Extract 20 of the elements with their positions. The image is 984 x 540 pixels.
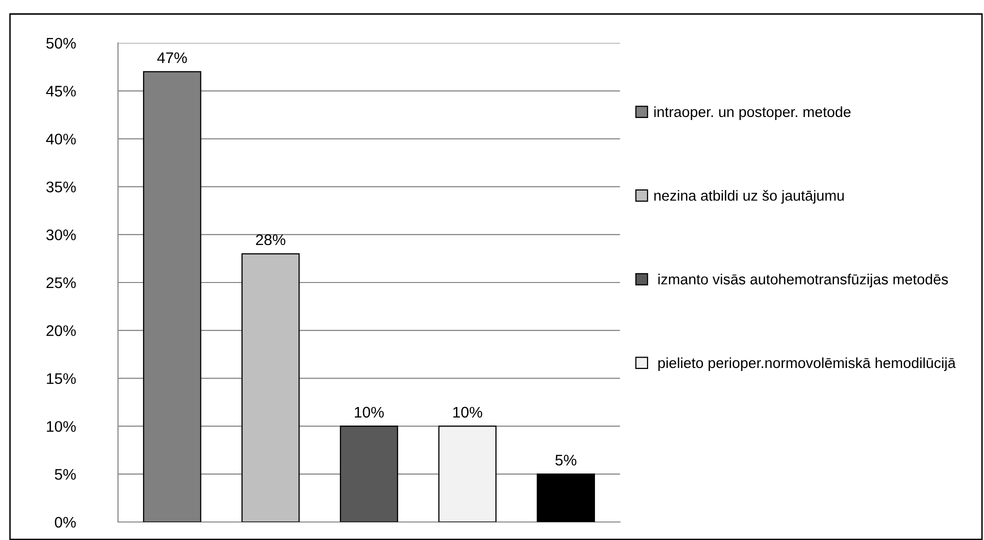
data-label: 5% [555, 454, 576, 466]
legend-label: intraoper. un postoper. metode [654, 106, 851, 120]
data-label: 10% [354, 406, 384, 418]
y-tick-label: 25% [46, 277, 76, 288]
y-tick-label: 0% [54, 516, 76, 528]
y-tick-label: 45% [46, 86, 76, 97]
y-tick-label: 50% [46, 38, 76, 49]
y-tick-label: 5% [54, 469, 76, 480]
y-tick-label: 15% [46, 373, 76, 384]
y-tick-label: 20% [46, 325, 76, 336]
legend-label: pielieto perioper.normovolēmiskā hemodilūcijā [658, 357, 956, 371]
data-label: 47% [157, 52, 187, 64]
data-label: 10% [453, 406, 482, 418]
y-tick-label: 40% [46, 134, 76, 144]
y-tick-label: 30% [46, 229, 76, 240]
y-tick-label: 35% [46, 182, 76, 192]
data-label: 28% [256, 234, 286, 246]
legend-label: nezina atbildi uz šo jautājumu [654, 190, 844, 204]
y-tick-label: 10% [46, 421, 76, 432]
legend-label: izmanto visās autohemotransfūzijas metodēs [658, 274, 948, 288]
